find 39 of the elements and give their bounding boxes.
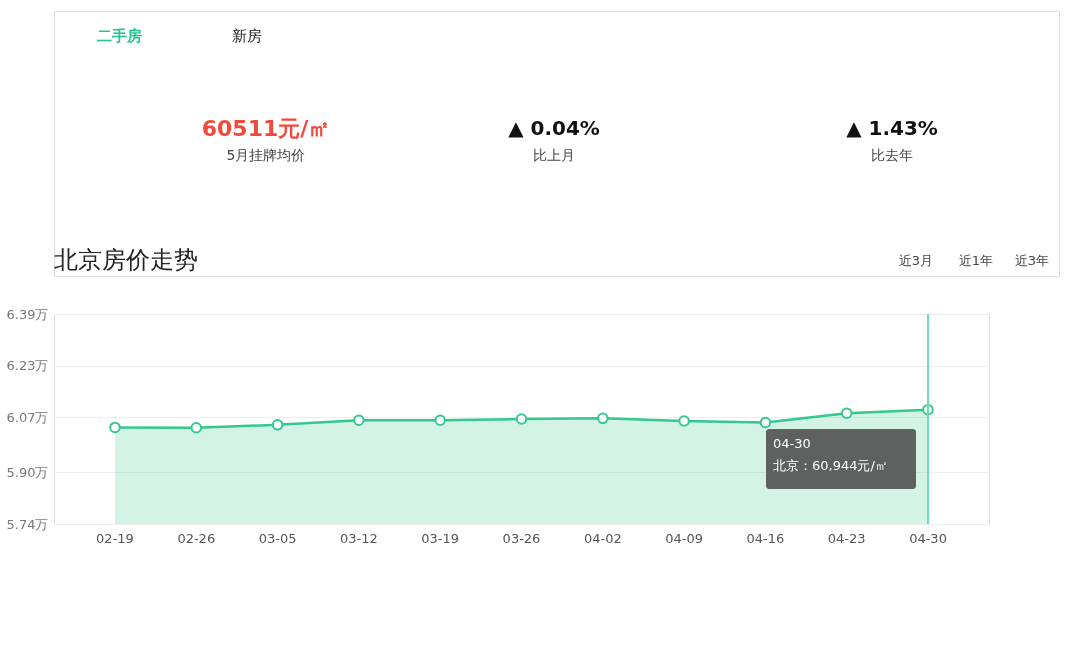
- text: 近3年: [1014, 253, 1050, 268]
- text: 近3月: [898, 253, 934, 268]
- y-tick-label: 6.39万: [6, 306, 49, 322]
- text: 二手房: [96, 27, 142, 45]
- x-tick-label: 04-23: [827, 530, 866, 546]
- y-tick-label: 6.23万: [6, 358, 49, 374]
- text: 60511元/㎡: [201, 116, 331, 141]
- point: [840, 407, 853, 419]
- point: [678, 415, 690, 427]
- point: [515, 413, 528, 425]
- x-tick-label: 04-30: [909, 530, 947, 546]
- y-tick-label: 5.90万: [6, 464, 49, 480]
- y-tick-label: 6.07万: [6, 409, 49, 425]
- chart-title: 北京房价走势: [54, 246, 198, 274]
- text: 近1年: [958, 253, 994, 268]
- text: 比去年: [871, 147, 913, 163]
- text: ▲ 1.43%: [846, 116, 938, 140]
- x-tick-label: 02-19: [96, 530, 134, 546]
- x-tick-label: 03-19: [421, 530, 460, 546]
- point: [109, 421, 121, 434]
- point: [434, 414, 446, 427]
- y-tick-label: 5.74万: [6, 516, 49, 532]
- text: 比上月: [533, 147, 575, 163]
- x-tick-label: 04-02: [583, 530, 622, 546]
- point: [597, 412, 609, 425]
- point: [759, 416, 772, 429]
- x-tick-label: 04-16: [746, 530, 785, 546]
- x-tick-label: 02-26: [177, 530, 216, 546]
- point: [271, 419, 284, 431]
- text: 5月挂牌均价: [226, 147, 306, 163]
- x-tick-label: 03-12: [340, 530, 378, 546]
- x-tick-label: 03-05: [258, 530, 297, 546]
- x-tick-label: 04-09: [665, 530, 703, 546]
- text: ▲ 0.04%: [508, 116, 600, 140]
- point: [353, 414, 365, 427]
- annotation: 04-30 北京：60,944元/㎡: [773, 436, 888, 473]
- x-tick-label: 03-26: [502, 530, 541, 546]
- text: 新房: [232, 27, 262, 45]
- point: [190, 421, 203, 434]
